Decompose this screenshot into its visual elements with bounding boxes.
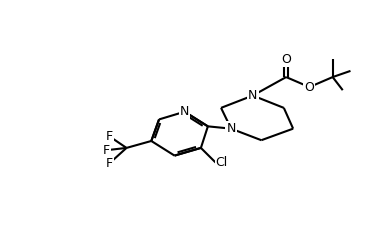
Text: N: N: [227, 122, 236, 135]
Text: N: N: [248, 89, 258, 102]
Text: Cl: Cl: [216, 156, 228, 169]
Text: F: F: [106, 130, 113, 143]
Text: F: F: [106, 157, 113, 170]
Text: N: N: [180, 105, 189, 118]
Text: O: O: [305, 81, 314, 94]
Text: O: O: [281, 53, 291, 66]
Text: F: F: [103, 144, 110, 157]
